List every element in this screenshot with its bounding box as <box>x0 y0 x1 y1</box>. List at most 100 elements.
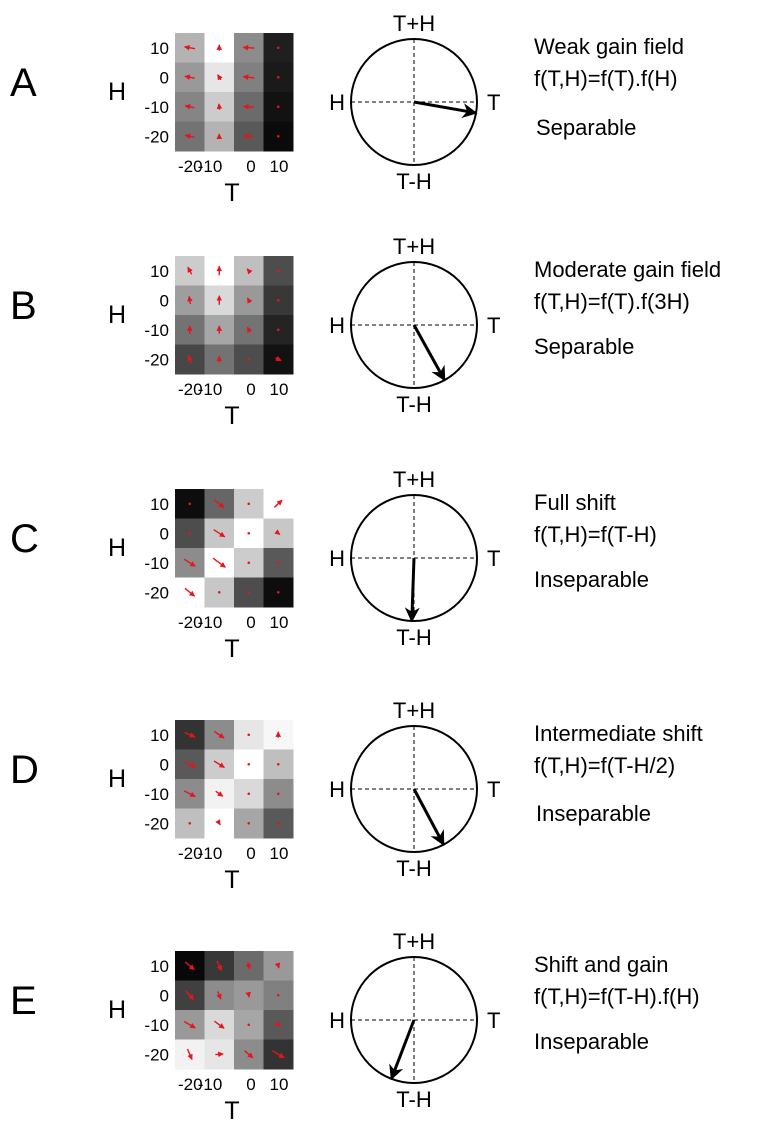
y-tick-label: -20 <box>144 1045 169 1064</box>
vector-dot <box>276 269 280 273</box>
x-axis-name: T <box>224 1097 239 1125</box>
vector-arrow <box>213 529 226 538</box>
panel-letter: A <box>10 61 37 105</box>
panel-formula: f(T,H)=f(T-H) <box>534 522 657 547</box>
vector-dot <box>276 75 280 79</box>
vector-dot <box>276 298 280 302</box>
vector-arrow <box>183 760 197 768</box>
vector-arrow <box>187 266 193 275</box>
panel-formula: f(T,H)=f(T-H).f(H) <box>534 984 700 1009</box>
vector-arrow <box>216 103 223 110</box>
vector-dot <box>188 821 192 825</box>
vector-arrow <box>215 1051 224 1058</box>
vector-arrow <box>243 133 254 140</box>
y-tick-label: 10 <box>150 957 169 976</box>
circle-diagram: T+H T-H H T <box>329 698 500 881</box>
heatmap <box>175 720 294 839</box>
x-tick-label: -10 <box>198 613 223 632</box>
x-tick-label: -20 <box>178 613 203 632</box>
circle-label-top: T+H <box>393 467 435 492</box>
phase-arrow <box>412 324 446 382</box>
vector-arrow <box>187 295 193 305</box>
circle-diagram: T+H T-H H T <box>329 11 500 194</box>
heatmap <box>175 489 294 608</box>
x-tick-label: -10 <box>198 1075 223 1094</box>
panel-letter: C <box>10 517 39 561</box>
panel-classification: Inseparable <box>534 567 649 592</box>
circle-label-bottom: T-H <box>396 625 431 650</box>
vector-dot <box>276 993 280 997</box>
panel-formula: f(T,H)=f(T).f(H) <box>534 66 678 91</box>
vector-arrow <box>245 962 251 970</box>
panel-title: Weak gain field <box>534 34 684 59</box>
vector-arrow <box>274 529 281 536</box>
y-tick-label: -20 <box>144 127 169 146</box>
vector-arrow <box>184 731 196 738</box>
circle-label-left: H <box>329 546 345 571</box>
vector-dot <box>276 590 280 594</box>
circle-diagram: T+H T-H H T <box>329 929 500 1112</box>
circle-label-right: T <box>487 1008 500 1033</box>
vector-arrow <box>212 557 226 568</box>
vector-arrow <box>216 991 222 1000</box>
y-tick-label: 10 <box>150 495 169 514</box>
vector-arrow <box>184 74 195 81</box>
phase-arrow <box>389 1019 416 1081</box>
vector-arrow <box>244 1050 254 1059</box>
x-tick-label: -20 <box>178 1075 203 1094</box>
circle-label-left: H <box>329 313 345 338</box>
y-axis-name: H <box>108 534 126 562</box>
x-tick-label: 10 <box>270 157 289 176</box>
vector-arrow <box>213 1020 225 1029</box>
y-tick-label: 0 <box>160 524 169 543</box>
vector-dot <box>276 105 280 109</box>
vector-arrow <box>184 587 196 597</box>
heatmap <box>175 951 294 1070</box>
y-axis-name: H <box>108 765 126 793</box>
vector-arrow <box>183 558 196 567</box>
x-tick-label: 10 <box>270 380 289 399</box>
vector-dot <box>188 502 192 506</box>
circle-label-right: T <box>487 546 500 571</box>
vector-dot <box>276 561 280 565</box>
panel-formula: f(T,H)=f(T).f(3H) <box>534 289 690 314</box>
heatmap <box>175 33 294 152</box>
vector-dot <box>247 821 251 825</box>
x-tick-label: 0 <box>246 380 255 399</box>
vector-arrow <box>272 1050 285 1059</box>
panel-letter: D <box>10 748 39 792</box>
vector-dot <box>247 561 251 565</box>
vector-arrow <box>186 1048 193 1060</box>
vector-arrow <box>183 44 196 51</box>
panel-classification: Separable <box>536 115 636 140</box>
vector-arrow <box>185 990 195 1000</box>
circle-label-top: T+H <box>393 929 435 954</box>
vector-dot <box>276 762 280 766</box>
panel-title: Full shift <box>534 490 616 515</box>
panel-classification: Inseparable <box>536 801 651 826</box>
x-tick-label: -10 <box>198 157 223 176</box>
x-tick-label: -20 <box>178 157 203 176</box>
y-tick-label: -10 <box>144 554 169 573</box>
y-tick-label: -10 <box>144 1016 169 1035</box>
y-tick-label: -20 <box>144 350 169 369</box>
y-tick-label: 0 <box>160 986 169 1005</box>
panel-title: Shift and gain <box>534 952 669 977</box>
y-tick-label: -10 <box>144 98 169 117</box>
y-axis-name: H <box>108 301 126 329</box>
vector-dot <box>247 590 251 594</box>
vector-arrow <box>242 74 255 80</box>
vector-arrow <box>216 960 223 972</box>
x-tick-label: 10 <box>270 844 289 863</box>
circle-label-top: T+H <box>393 234 435 259</box>
x-tick-label: -20 <box>178 844 203 863</box>
x-axis-name: T <box>224 635 239 663</box>
circle-diagram: T+H T-H H T <box>329 467 500 650</box>
circle-label-right: T <box>487 90 500 115</box>
vector-arrow <box>183 1020 196 1029</box>
circle-label-top: T+H <box>393 698 435 723</box>
circle-diagram: T+H T-H H T <box>329 234 500 417</box>
panel-classification: Separable <box>534 334 634 359</box>
